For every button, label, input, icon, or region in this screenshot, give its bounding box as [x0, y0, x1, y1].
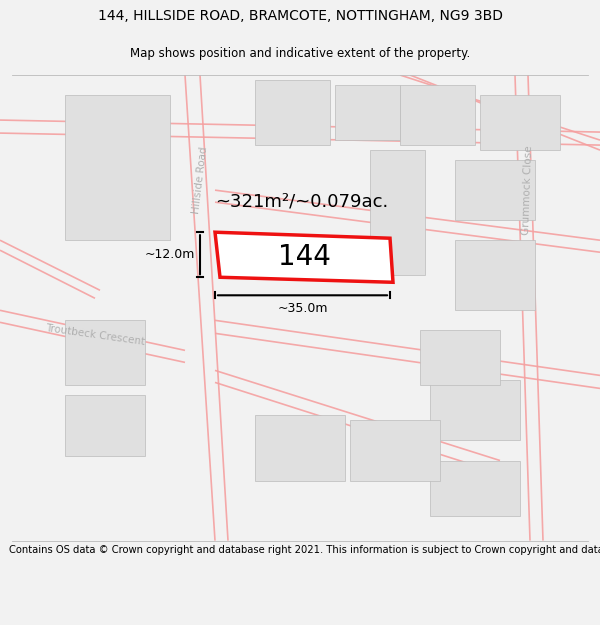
- Bar: [400, 85, 475, 145]
- Bar: [65, 396, 145, 456]
- Bar: [370, 150, 425, 275]
- Bar: [350, 421, 440, 481]
- Bar: [65, 321, 145, 386]
- Bar: [430, 461, 520, 516]
- Text: Contains OS data © Crown copyright and database right 2021. This information is : Contains OS data © Crown copyright and d…: [9, 545, 600, 555]
- Text: 144, HILLSIDE ROAD, BRAMCOTE, NOTTINGHAM, NG9 3BD: 144, HILLSIDE ROAD, BRAMCOTE, NOTTINGHAM…: [97, 9, 503, 24]
- Text: Map shows position and indicative extent of the property.: Map shows position and indicative extent…: [130, 48, 470, 61]
- Bar: [455, 160, 535, 220]
- Bar: [480, 95, 560, 150]
- Bar: [420, 331, 500, 386]
- Text: Troutbeck Crescent: Troutbeck Crescent: [44, 323, 145, 348]
- Text: ~12.0m: ~12.0m: [145, 248, 195, 261]
- Polygon shape: [215, 232, 393, 282]
- Bar: [455, 240, 535, 311]
- Text: 144: 144: [278, 244, 331, 271]
- Bar: [65, 95, 170, 240]
- Bar: [430, 381, 520, 441]
- Text: Hillside Road: Hillside Road: [191, 146, 209, 214]
- Text: ~35.0m: ~35.0m: [277, 302, 328, 315]
- Text: Grummock Close: Grummock Close: [521, 145, 535, 235]
- Bar: [255, 416, 345, 481]
- Bar: [255, 80, 330, 145]
- Bar: [335, 85, 400, 140]
- Text: ~321m²/~0.079ac.: ~321m²/~0.079ac.: [215, 192, 388, 210]
